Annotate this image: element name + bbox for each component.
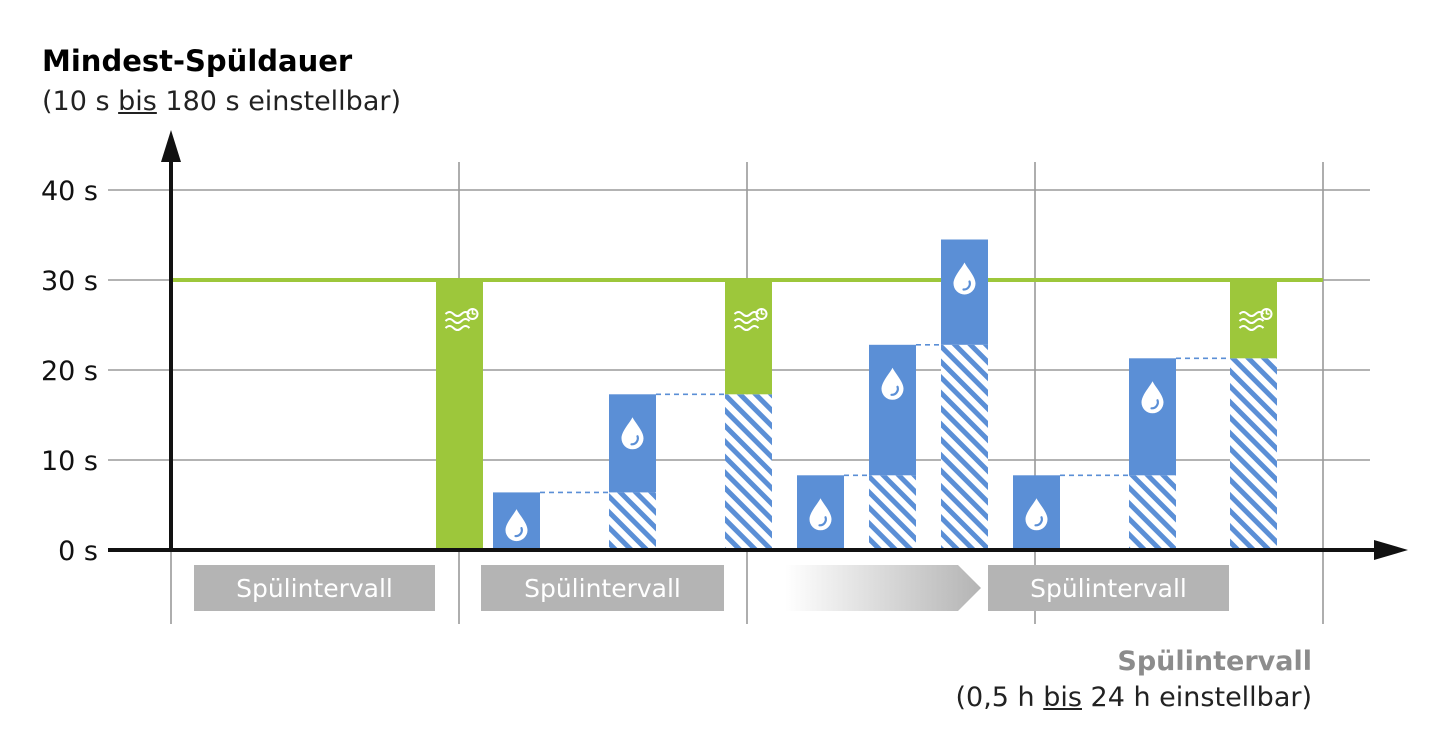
bars-group [436,239,1277,550]
flush-wave-icon [444,318,471,324]
water-drop-highlight [514,526,523,538]
y-axis-subtitle-prefix: (10 s [42,86,119,117]
water-drop-highlight [1150,399,1159,410]
flush-wave-icon [733,318,760,324]
bar-carryover-segment [725,394,772,550]
bar-1 [436,280,483,550]
timer-icon [755,308,768,320]
y-axis-subtitle: (10 s bis 180 s einstellbar) [42,86,401,117]
flush-wave-icon [733,311,760,317]
flush-wave-icon [444,325,471,331]
bar-water-segment [1129,358,1176,476]
timer-icon [466,308,479,320]
y-axis-subtitle-suffix: 180 s einstellbar) [156,86,402,117]
axes-group: 0 s 10 s 20 s 30 s 40 s [41,130,1408,567]
y-tick-label: 20 s [41,356,98,387]
bar-flush-segment [436,280,483,550]
timer-hand [1265,310,1270,315]
bar-5 [797,475,844,550]
y-tick-label: 30 s [41,266,98,297]
bar-carryover-segment [609,492,656,550]
timer-hand [471,310,476,315]
bar-4 [725,280,772,550]
flush-wave-icon [1238,311,1265,317]
y-axis-arrow [161,130,181,162]
interval-box [988,565,1229,611]
interval-box [481,565,724,611]
bar-flush-segment [725,280,772,395]
bar-carryover-segment [1230,358,1277,550]
flush-wave-icon [1238,325,1265,331]
bar-6 [869,344,916,550]
interval-labels-group: Spülintervall Spülintervall Spülintervall [194,565,1229,611]
water-drop-highlight [818,516,827,527]
water-drop-highlight [890,385,899,396]
flush-wave-icon [444,311,471,317]
bar-water-segment [869,344,916,476]
flush-wave-icon [1238,318,1265,324]
x-axis-subtitle-prefix: (0,5 h [955,682,1044,713]
water-drop-highlight [630,435,639,446]
bar-2 [493,492,540,550]
interval-label: Spülintervall [1030,574,1187,603]
interval-label: Spülintervall [236,574,393,603]
interval-box [194,565,435,611]
bar-9 [1129,358,1176,550]
flush-wave-icon [733,325,760,331]
bar-flush-segment [1230,280,1277,359]
water-drop-highlight [1034,516,1043,527]
x-axis-arrow [1374,540,1408,560]
interval-label: Spülintervall [524,574,681,603]
bar-carryover-segment [941,344,988,550]
y-axis-title: Mindest-Spüldauer [42,44,353,78]
bar-8 [1013,475,1060,550]
x-axis-subtitle-suffix: 24 h einstellbar) [1081,682,1312,713]
y-tick-label: 10 s [41,446,98,477]
y-tick-label: 40 s [41,176,98,207]
timer-hand [760,310,765,315]
bar-10 [1230,280,1277,550]
continuation-arrow [785,565,981,611]
water-drop-highlight [962,280,971,291]
timer-icon [1260,308,1273,320]
x-axis-subtitle: (0,5 h bis 24 h einstellbar) [956,682,1313,713]
y-axis-subtitle-underlined: bis [118,86,157,117]
bar-carryover-segment [1129,475,1176,550]
x-axis-title: Spülintervall [1117,646,1312,677]
y-tick-label: 0 s [58,536,98,567]
bar-3 [609,394,656,550]
bar-carryover-segment [869,475,916,550]
bar-7 [941,239,988,550]
x-axis-subtitle-underlined: bis [1043,682,1082,713]
